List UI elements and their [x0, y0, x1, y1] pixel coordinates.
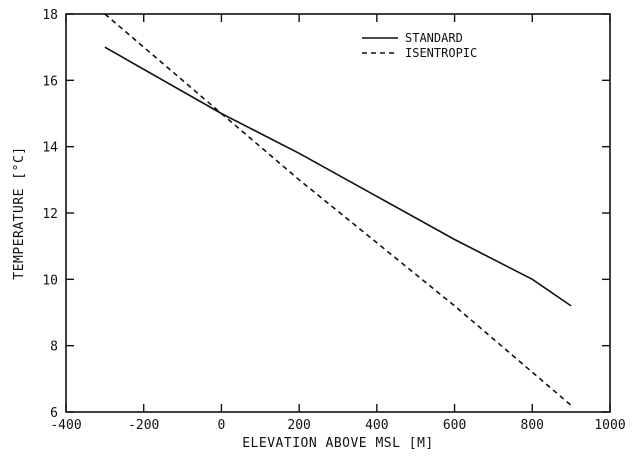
y-tick-label: 12 [42, 207, 58, 222]
x-tick-label: -400 [50, 418, 81, 433]
legend-label-isentropic: ISENTROPIC [405, 46, 477, 60]
plot-frame [65, 13, 611, 413]
x-tick-label: 200 [287, 418, 310, 433]
y-tick-label: 8 [50, 340, 58, 355]
x-tick-label: 600 [443, 418, 466, 433]
x-tick-label: 400 [365, 418, 388, 433]
axis-ticks [65, 13, 611, 413]
y-axis-title: TEMPERATURE [°C] [12, 146, 27, 279]
x-axis-title: ELEVATION ABOVE MSL [M] [242, 436, 434, 451]
y-tick-label: 6 [50, 406, 58, 421]
y-tick-labels: 6 8 10 12 14 16 18 [42, 8, 58, 421]
y-tick-label: 18 [42, 8, 58, 23]
series-line-standard [104, 46, 572, 307]
x-tick-label: 800 [521, 418, 544, 433]
x-tick-labels: -400 -200 0 200 400 600 800 1000 [50, 418, 625, 433]
x-tick-label: 1000 [594, 418, 625, 433]
series-lines [104, 13, 572, 407]
x-tick-label: 0 [218, 418, 226, 433]
y-tick-label: 16 [42, 74, 58, 89]
legend-label-standard: STANDARD [405, 31, 463, 45]
series-line-isentropic [104, 13, 572, 407]
y-tick-label: 10 [42, 273, 58, 288]
y-tick-label: 14 [42, 141, 58, 156]
x-tick-label: -200 [128, 418, 159, 433]
